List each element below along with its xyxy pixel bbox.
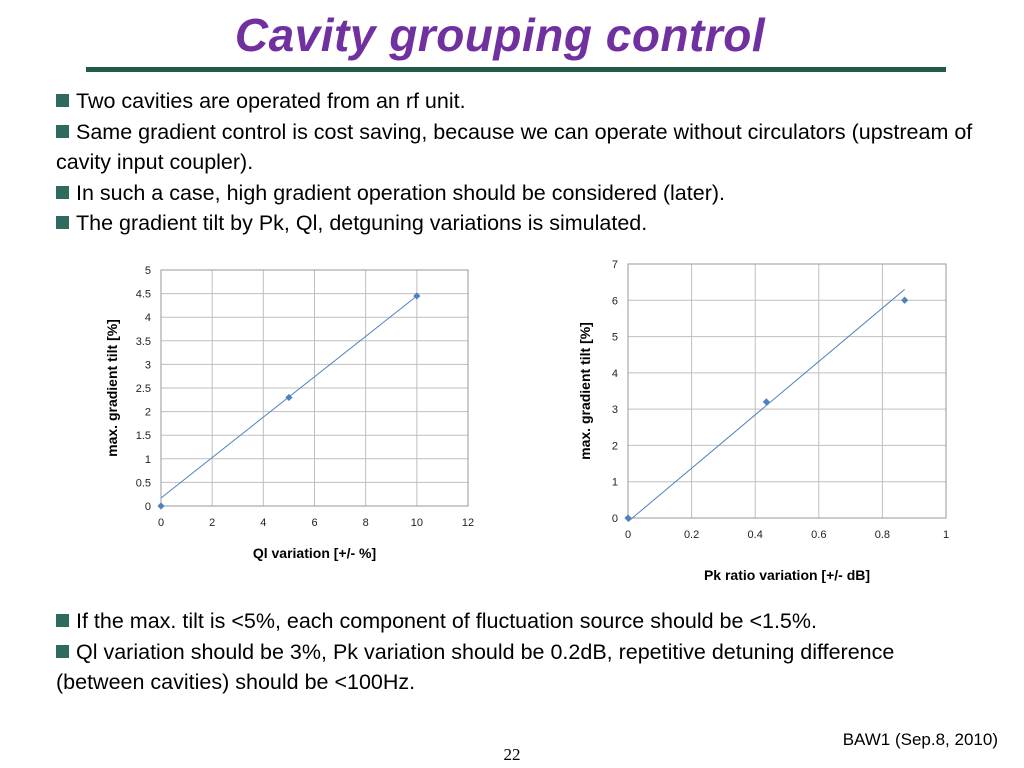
bullet-item: Ql variation should be 3%, Pk variation …	[56, 637, 986, 698]
bullet-text: If the max. tilt is <5%, each component …	[76, 609, 817, 633]
x-tick-label: 12	[462, 517, 474, 529]
x-tick-label: 0.2	[684, 529, 699, 541]
page-number: 22	[503, 745, 521, 764]
data-point	[901, 296, 909, 304]
y-axis-label: max. gradient tilt [%]	[104, 319, 120, 457]
footer-text: BAW1 (Sep.8, 2010)	[842, 730, 998, 749]
y-tick-label: 1	[145, 454, 151, 466]
bullet-text: Same gradient control is cost saving, be…	[56, 119, 973, 175]
x-tick-label: 1	[943, 529, 949, 541]
data-point	[762, 398, 770, 406]
y-tick-label: 2	[145, 407, 151, 419]
y-tick-label: 6	[612, 295, 618, 307]
y-tick-label: 4	[612, 368, 618, 380]
x-tick-label: 4	[260, 517, 266, 529]
trendline	[627, 289, 905, 523]
bullet-item: Same gradient control is cost saving, be…	[56, 117, 986, 178]
plot-area-border	[160, 269, 469, 507]
x-tick-label: 8	[363, 517, 369, 529]
x-axis-label: Pk ratio variation [+/- dB]	[704, 567, 870, 583]
top-bullet-list: Two cavities are operated from an rf uni…	[56, 86, 986, 239]
square-bullet-icon	[56, 614, 69, 627]
x-tick-label: 2	[209, 517, 215, 529]
y-tick-label: 5	[612, 332, 618, 344]
x-tick-label: 6	[311, 517, 317, 529]
y-axis-label: max. gradient tilt [%]	[577, 322, 593, 460]
bullet-item: If the max. tilt is <5%, each component …	[56, 606, 986, 637]
bullet-item: In such a case, high gradient operation …	[56, 178, 986, 209]
bullet-text: The gradient tilt by Pk, Ql, detguning v…	[76, 211, 648, 235]
data-point	[157, 502, 165, 510]
ql-variation-chart: 0 0.5 1 1.5 2 2.5 3 3.5 4 4.5 5 0 2 4 6 8 10 12 Ql variati…	[104, 265, 474, 561]
y-tick-label: 2.5	[136, 383, 151, 395]
y-tick-label: 3.5	[136, 336, 151, 348]
square-bullet-icon	[56, 185, 69, 199]
y-tick-label: 5	[145, 265, 151, 277]
y-tick-label: 0.5	[136, 477, 151, 489]
x-axis-label: Ql variation [+/- %]	[253, 545, 376, 561]
data-point	[624, 514, 632, 522]
x-tick-label: 0.6	[811, 529, 826, 541]
square-bullet-icon	[56, 124, 69, 138]
square-bullet-icon	[56, 644, 69, 658]
y-tick-label: 7	[612, 259, 618, 271]
y-tick-label: 1.5	[136, 430, 151, 442]
title-underline	[86, 67, 946, 72]
bullet-text: In such a case, high gradient operation …	[76, 180, 725, 205]
bottom-bullet-list: If the max. tilt is <5%, each component …	[56, 606, 986, 698]
y-tick-label: 4	[145, 312, 151, 324]
y-tick-label: 0	[612, 513, 618, 525]
x-tick-label: 0	[158, 517, 164, 529]
x-tick-label: 10	[411, 517, 423, 529]
y-tick-label: 1	[612, 477, 618, 489]
bullet-text: Ql variation should be 3%, Pk variation …	[56, 639, 895, 695]
y-tick-label: 3	[145, 359, 151, 371]
x-tick-label: 0.4	[748, 529, 763, 541]
slide-title: Cavity grouping control	[234, 9, 766, 61]
square-bullet-icon	[56, 216, 69, 229]
bullet-text: Two cavities are operated from an rf uni…	[76, 89, 466, 113]
bullet-item: The gradient tilt by Pk, Ql, detguning v…	[56, 208, 986, 239]
plot-area-border	[627, 263, 947, 519]
y-tick-label: 4.5	[136, 289, 151, 301]
bullet-item: Two cavities are operated from an rf uni…	[56, 86, 986, 117]
x-tick-label: 0	[625, 529, 631, 541]
y-tick-label: 2	[612, 440, 618, 452]
y-tick-label: 3	[612, 404, 618, 416]
pk-ratio-variation-chart: 0 1 2 3 4 5 6 7 0 0.2 0.4 0.6 0.8 1 Pk ratio variation…	[577, 259, 949, 583]
x-tick-label: 0.8	[875, 529, 890, 541]
data-point	[285, 393, 293, 402]
square-bullet-icon	[56, 94, 69, 107]
y-tick-label: 0	[145, 501, 151, 513]
